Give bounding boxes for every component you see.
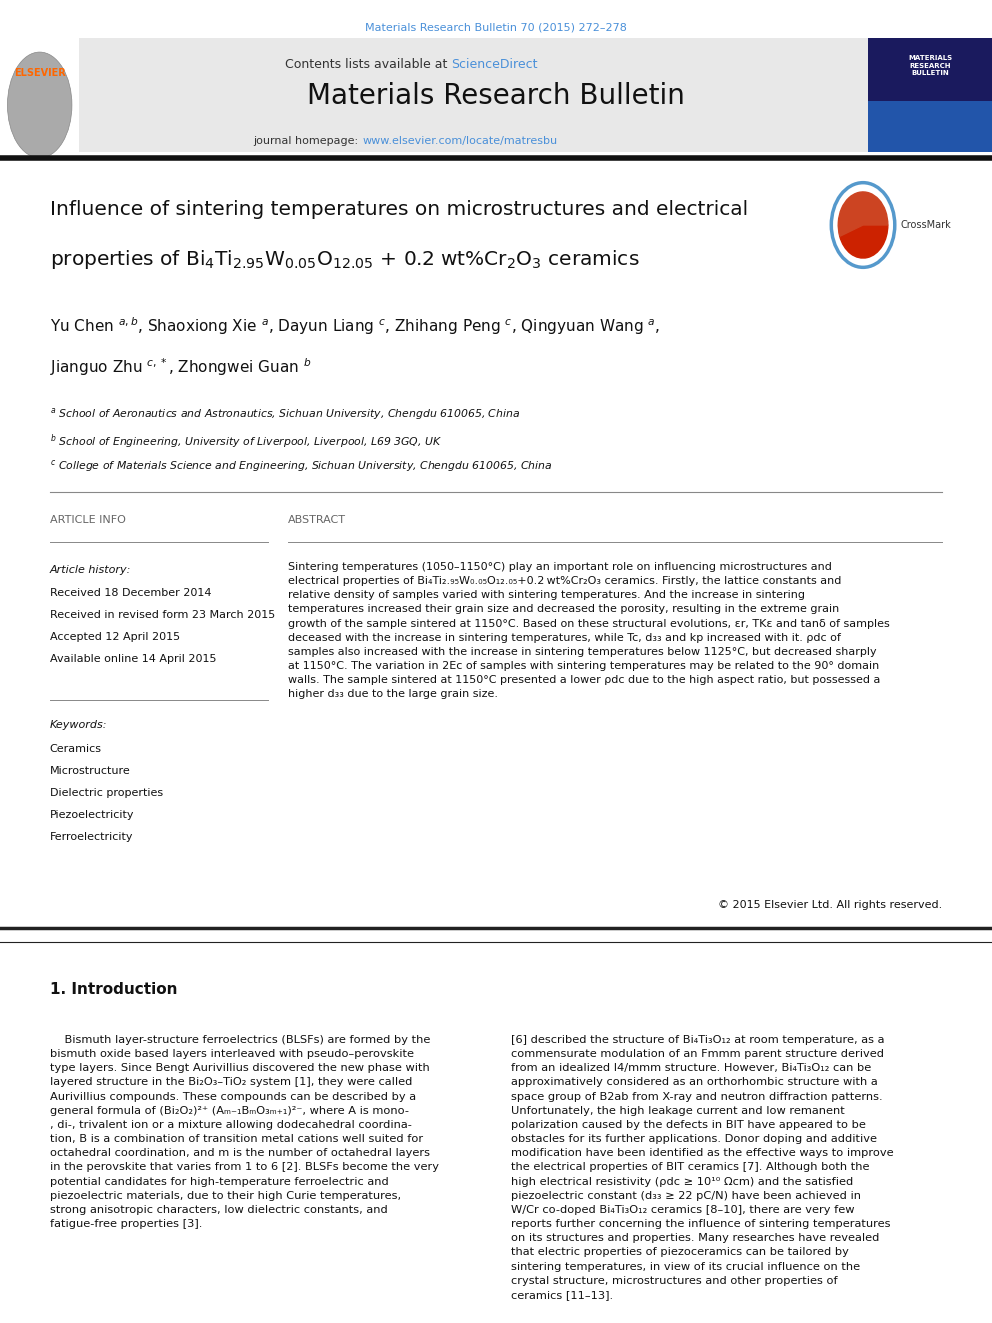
Text: © 2015 Elsevier Ltd. All rights reserved.: © 2015 Elsevier Ltd. All rights reserved… <box>718 900 942 910</box>
Text: Microstructure: Microstructure <box>50 766 130 777</box>
Text: $^a$ School of Aeronautics and Astronautics, Sichuan University, Chengdu 610065,: $^a$ School of Aeronautics and Astronaut… <box>50 406 520 422</box>
Text: Article history:: Article history: <box>50 565 131 576</box>
Text: Ferroelectricity: Ferroelectricity <box>50 832 133 841</box>
Text: Jianguo Zhu $^{c,*}$, Zhongwei Guan $^b$: Jianguo Zhu $^{c,*}$, Zhongwei Guan $^b$ <box>50 356 310 377</box>
Text: Contents lists available at: Contents lists available at <box>285 58 451 71</box>
Bar <box>79 38 868 152</box>
Text: Bismuth layer-structure ferroelectrics (BLSFs) are formed by the
bismuth oxide b: Bismuth layer-structure ferroelectrics (… <box>50 1035 438 1229</box>
Text: Ceramics: Ceramics <box>50 744 101 754</box>
Text: MATERIALS
RESEARCH
BULLETIN: MATERIALS RESEARCH BULLETIN <box>908 56 952 75</box>
Text: Influence of sintering temperatures on microstructures and electrical: Influence of sintering temperatures on m… <box>50 200 748 220</box>
Text: journal homepage:: journal homepage: <box>253 136 362 146</box>
Text: Received in revised form 23 March 2015: Received in revised form 23 March 2015 <box>50 610 275 620</box>
Text: $^c$ College of Materials Science and Engineering, Sichuan University, Chengdu 6: $^c$ College of Materials Science and En… <box>50 458 553 474</box>
Text: Yu Chen $^{a,b}$, Shaoxiong Xie $^a$, Dayun Liang $^c$, Zhihang Peng $^c$, Qingy: Yu Chen $^{a,b}$, Shaoxiong Xie $^a$, Da… <box>50 315 660 336</box>
Text: Materials Research Bulletin: Materials Research Bulletin <box>308 82 684 110</box>
Text: CrossMark: CrossMark <box>901 220 951 230</box>
Text: Piezoelectricity: Piezoelectricity <box>50 810 134 820</box>
Text: Received 18 December 2014: Received 18 December 2014 <box>50 587 211 598</box>
Ellipse shape <box>7 52 72 157</box>
Text: Dielectric properties: Dielectric properties <box>50 789 163 798</box>
Wedge shape <box>838 192 888 237</box>
Bar <box>0 38 79 152</box>
Text: properties of Bi$_4$Ti$_{2.95}$W$_{0.05}$O$_{12.05}$ + 0.2 wt%Cr$_2$O$_3$ cerami: properties of Bi$_4$Ti$_{2.95}$W$_{0.05}… <box>50 247 639 271</box>
Text: www.elsevier.com/locate/matresbu: www.elsevier.com/locate/matresbu <box>362 136 558 146</box>
Text: $^b$ School of Engineering, University of Liverpool, Liverpool, L69 3GQ, UK: $^b$ School of Engineering, University o… <box>50 433 441 451</box>
Bar <box>868 101 992 152</box>
Text: 1. Introduction: 1. Introduction <box>50 982 178 998</box>
Text: Keywords:: Keywords: <box>50 720 107 730</box>
Text: Sintering temperatures (1050–1150°C) play an important role on influencing micro: Sintering temperatures (1050–1150°C) pla… <box>288 562 890 700</box>
Text: Materials Research Bulletin 70 (2015) 272–278: Materials Research Bulletin 70 (2015) 27… <box>365 22 627 32</box>
Text: Accepted 12 April 2015: Accepted 12 April 2015 <box>50 632 180 642</box>
Text: ABSTRACT: ABSTRACT <box>288 515 345 525</box>
Text: [6] described the structure of Bi₄Ti₃O₁₂ at room temperature, as a
commensurate : [6] described the structure of Bi₄Ti₃O₁₂… <box>511 1035 894 1301</box>
Text: Available online 14 April 2015: Available online 14 April 2015 <box>50 654 216 664</box>
Text: ARTICLE INFO: ARTICLE INFO <box>50 515 125 525</box>
Text: ScienceDirect: ScienceDirect <box>451 58 538 71</box>
Wedge shape <box>840 225 888 258</box>
Bar <box>868 38 992 152</box>
Text: ELSEVIER: ELSEVIER <box>14 67 65 78</box>
